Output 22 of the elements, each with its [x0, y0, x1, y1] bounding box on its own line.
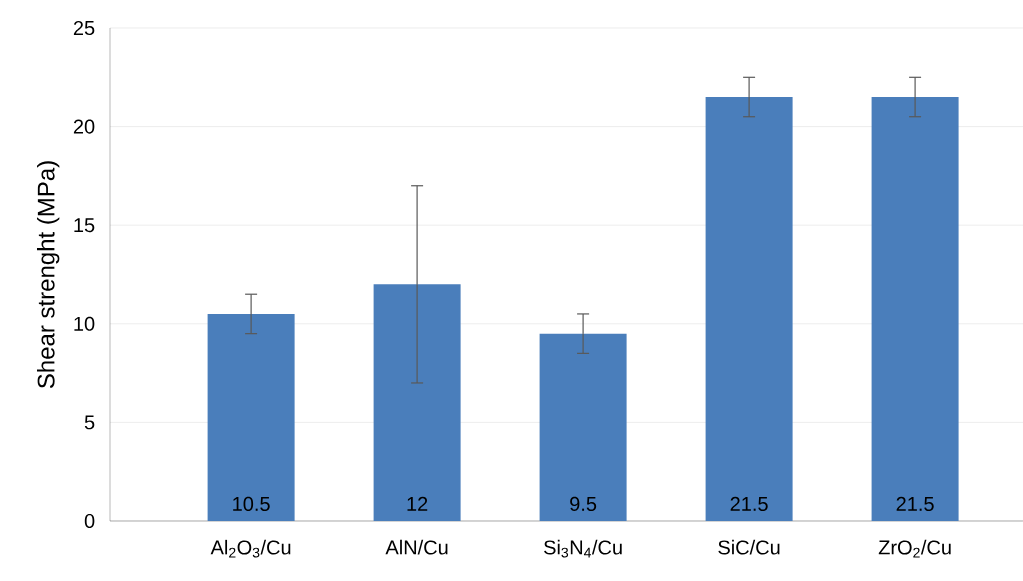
data-label: 21.5: [896, 496, 934, 511]
bar: [705, 97, 793, 521]
data-label: 21.5: [730, 496, 768, 511]
data-label: 12: [407, 496, 428, 511]
y-axis-title: Shear strenght (MPa): [36, 161, 60, 389]
bar: [207, 313, 295, 521]
y-tick-label: 5: [84, 415, 95, 430]
x-tick-label: SiC/Cu: [718, 539, 780, 555]
y-tick-label: 20: [73, 119, 95, 134]
x-tick-label: Al$_{2}$O$_{3}$/Cu: [210, 539, 291, 558]
data-label: 10.5: [233, 496, 270, 511]
y-tick-label: 25: [73, 20, 95, 36]
bar: [539, 333, 627, 521]
x-tick-label: Si$_{3}$N$_{4}$/Cu: [544, 539, 622, 558]
bar: [871, 97, 959, 521]
x-tick-label: ZrO$_{2}$/Cu: [878, 539, 951, 558]
bar: [373, 284, 461, 521]
y-tick-label: 10: [74, 316, 95, 331]
data-label: 9.5: [570, 496, 597, 511]
y-tick-label: 0: [84, 513, 95, 529]
y-tick-label: 15: [74, 218, 95, 233]
x-tick-label: AlN/Cu: [385, 539, 448, 555]
